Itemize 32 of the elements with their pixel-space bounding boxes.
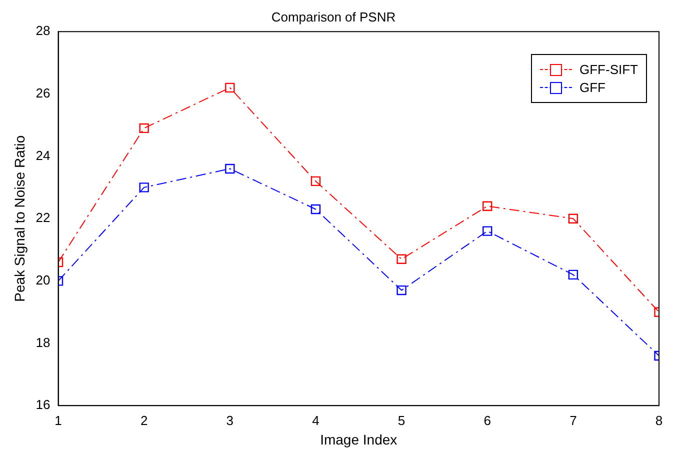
y-tick-label: 20 [36,272,50,288]
y-tick-label: 16 [36,397,50,412]
point [225,164,235,174]
chart-title: Comparison of PSNR [271,9,396,24]
point [139,123,149,134]
x-tick-label: 6 [484,412,491,428]
x-tick-label: 8 [655,412,663,428]
x-axis-title: Image Index [320,431,398,448]
y-tick-label: 22 [36,210,50,226]
legend-label: GFF [580,80,606,95]
y-tick-label: 24 [36,148,50,163]
point [225,82,235,93]
y-tick-label: 26 [36,86,50,101]
x-tick-label: 7 [570,412,577,428]
point [310,176,321,186]
y-axis-title: Peak Signal to Noise Ratio [11,135,28,302]
x-tick-label: 5 [398,412,406,428]
point [568,214,578,224]
point [139,182,149,192]
x-tick-label: 3 [226,412,234,428]
x-tick-label: 2 [140,412,148,428]
y-tick-label: 18 [36,334,50,350]
point [482,201,492,211]
x-tick-label: 4 [312,412,320,428]
point [310,204,321,214]
x-tick-label: 1 [54,412,62,428]
y-tick-label: 28 [36,23,50,38]
legend-label: GFF-SIFT [580,62,638,77]
point [482,226,492,236]
point [568,270,578,280]
point [396,285,406,296]
point [396,254,406,264]
